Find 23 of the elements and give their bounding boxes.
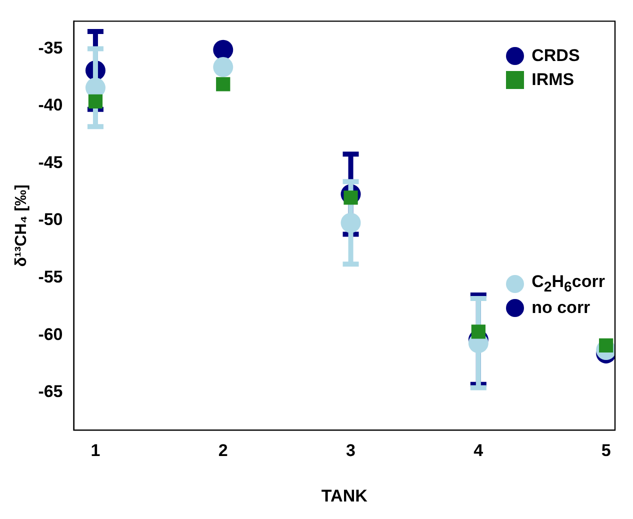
y-axis-title: δ¹³CH₄ [‰] (13, 184, 30, 267)
x-tick-label: 4 (474, 441, 484, 460)
y-tick-label: -55 (38, 268, 63, 287)
point (88, 94, 103, 108)
legend-label: IRMS (532, 70, 574, 90)
y-tick-label: -65 (38, 382, 63, 402)
y-tick-label: -35 (38, 38, 63, 58)
point (216, 77, 230, 92)
x-tick-label: 2 (218, 441, 228, 460)
legend-label: C$_{2}$H$_{6}$corr (532, 272, 605, 296)
point (340, 212, 361, 233)
legend-label: no corr (532, 298, 590, 318)
x-tick-label: 3 (346, 441, 356, 460)
x-axis-title: TANK (321, 486, 368, 506)
y-tick-label: -50 (38, 210, 63, 230)
annotation: CRDS (532, 46, 580, 66)
y-tick-label: -40 (38, 96, 63, 115)
x-tick-label: 5 (601, 441, 611, 460)
point (213, 57, 234, 78)
x-tick-label: 1 (90, 441, 100, 460)
y-tick-label: -60 (38, 324, 63, 344)
y-tick-label: -45 (38, 152, 63, 172)
point (213, 40, 234, 60)
